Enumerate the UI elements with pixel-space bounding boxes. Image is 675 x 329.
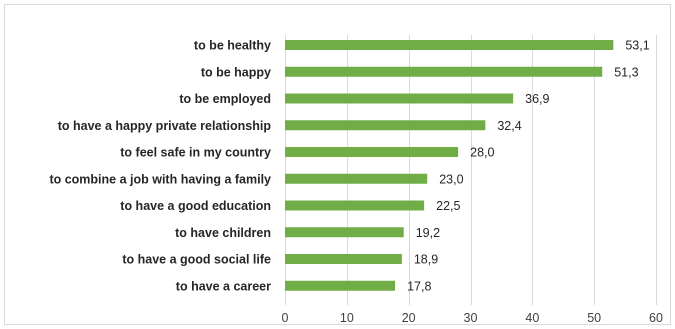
bar — [285, 200, 425, 211]
value-label: 53,1 — [625, 39, 649, 53]
category-label: to have children — [175, 226, 271, 240]
category-labels: to be healthy to be happy to be employed to… — [49, 39, 271, 294]
value-label: 22,5 — [436, 199, 460, 213]
x-tick-label: 40 — [525, 311, 539, 325]
category-label: to have a happy private relationship — [58, 119, 272, 133]
value-label: 23,0 — [439, 172, 463, 186]
x-tick-label: 20 — [402, 311, 416, 325]
bars — [285, 40, 614, 291]
category-label: to be happy — [201, 65, 271, 79]
x-tick-label: 30 — [464, 311, 478, 325]
category-label: to have a good social life — [122, 253, 271, 267]
bar — [285, 173, 428, 184]
category-label: to be employed — [179, 92, 271, 106]
category-label: to combine a job with having a family — [49, 172, 271, 186]
bar — [285, 93, 514, 104]
value-label: 51,3 — [614, 65, 638, 79]
x-axis-tick-labels: 0 10 20 30 40 50 60 — [282, 311, 663, 325]
chart-frame: to be healthy to be happy to be employed to… — [4, 4, 671, 325]
category-label: to be healthy — [194, 39, 271, 53]
value-label: 18,9 — [414, 253, 438, 267]
value-label: 17,8 — [407, 279, 431, 293]
category-label: to have a good education — [120, 199, 271, 213]
bar — [285, 227, 404, 238]
x-tick-label: 60 — [649, 311, 663, 325]
bar — [285, 66, 603, 77]
x-tick-label: 0 — [282, 311, 289, 325]
bar — [285, 254, 402, 264]
bar — [285, 280, 396, 291]
bar — [285, 120, 486, 131]
x-tick-label: 50 — [587, 311, 601, 325]
value-labels: 53,1 51,3 36,9 32,428,0 23,0 22,5 19,2 18,9 17,8 — [407, 39, 650, 294]
bar-chart: to be healthy to be happy to be employed to… — [49, 35, 663, 325]
value-label: 36,9 — [525, 92, 549, 106]
category-label: to have a career — [176, 279, 271, 293]
value-label: 28,0 — [470, 146, 494, 160]
bar — [285, 147, 459, 157]
bar — [285, 40, 614, 50]
x-tick-label: 10 — [340, 311, 354, 325]
category-label: to feel safe in my country — [120, 146, 271, 160]
grid-lines — [285, 35, 657, 305]
value-label: 32,4 — [497, 119, 521, 133]
value-label: 19,2 — [416, 226, 440, 240]
